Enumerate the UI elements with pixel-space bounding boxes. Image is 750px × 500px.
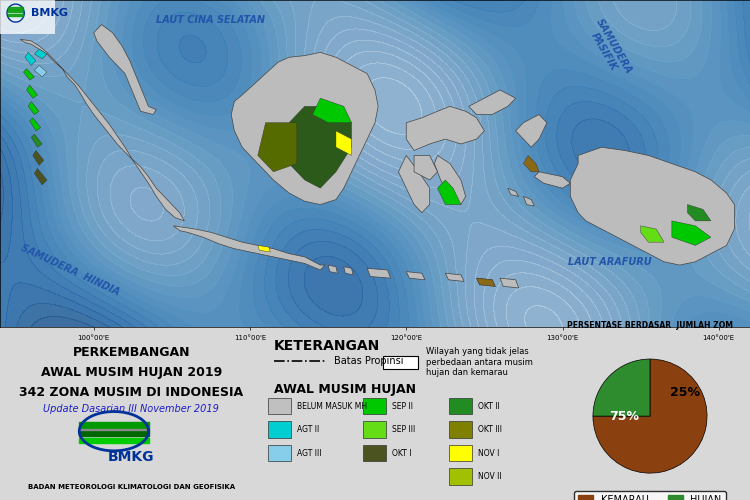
Polygon shape — [469, 90, 516, 114]
Polygon shape — [434, 156, 466, 204]
Text: NOV I: NOV I — [478, 448, 500, 458]
Text: OKT II: OKT II — [478, 402, 500, 410]
Polygon shape — [398, 156, 430, 212]
Title: PERSENTASE BERDASAR  JUMLAH ZOM: PERSENTASE BERDASAR JUMLAH ZOM — [567, 321, 733, 330]
Wedge shape — [593, 359, 707, 473]
Text: AGT II: AGT II — [297, 425, 320, 434]
Polygon shape — [23, 68, 34, 80]
Text: Wilayah yang tidak jelas
perbedaan antara musim
hujan dan kemarau: Wilayah yang tidak jelas perbedaan antar… — [426, 348, 533, 378]
Text: AWAL MUSIM HUJAN 2019: AWAL MUSIM HUJAN 2019 — [40, 366, 222, 378]
Polygon shape — [640, 226, 664, 242]
Text: LAUT ARAFURU: LAUT ARAFURU — [568, 257, 651, 267]
Polygon shape — [34, 66, 46, 77]
Legend: KEMARAU, HUJAN: KEMARAU, HUJAN — [574, 491, 725, 500]
Polygon shape — [672, 221, 711, 246]
Text: SAMUDERA
PASIFIK: SAMUDERA PASIFIK — [584, 17, 634, 82]
Polygon shape — [344, 266, 353, 275]
Polygon shape — [534, 172, 570, 188]
Text: OKT III: OKT III — [478, 425, 502, 434]
Polygon shape — [406, 272, 425, 280]
Text: 75%: 75% — [610, 410, 640, 422]
Polygon shape — [34, 49, 46, 59]
Polygon shape — [570, 148, 734, 265]
Text: AGT III: AGT III — [297, 448, 322, 458]
Text: SAMUDERA  HINDIA: SAMUDERA HINDIA — [20, 242, 122, 298]
Bar — [449, 421, 472, 438]
Polygon shape — [500, 278, 519, 288]
Bar — [383, 356, 418, 369]
Polygon shape — [289, 106, 352, 188]
Polygon shape — [34, 168, 46, 185]
Polygon shape — [476, 278, 495, 286]
Polygon shape — [28, 102, 39, 114]
Polygon shape — [33, 150, 44, 166]
Polygon shape — [688, 204, 711, 221]
Polygon shape — [406, 106, 484, 150]
Polygon shape — [524, 156, 539, 172]
FancyBboxPatch shape — [0, 0, 56, 34]
Polygon shape — [258, 246, 270, 252]
Polygon shape — [32, 134, 42, 147]
Wedge shape — [593, 359, 650, 416]
Polygon shape — [414, 156, 437, 180]
Polygon shape — [20, 40, 184, 221]
Text: BMKG: BMKG — [32, 8, 68, 18]
Text: 342 ZONA MUSIM DI INDONESIA: 342 ZONA MUSIM DI INDONESIA — [20, 386, 243, 399]
Text: PERKEMBANGAN: PERKEMBANGAN — [73, 346, 190, 358]
Bar — [363, 444, 386, 462]
Polygon shape — [30, 118, 40, 131]
Text: LAUT CINA SELATAN: LAUT CINA SELATAN — [157, 14, 266, 24]
Polygon shape — [437, 180, 461, 204]
Polygon shape — [476, 278, 495, 286]
Polygon shape — [336, 131, 352, 156]
Bar — [449, 468, 472, 485]
Polygon shape — [446, 273, 464, 281]
Polygon shape — [25, 52, 36, 66]
Text: BELUM MASUK MH: BELUM MASUK MH — [297, 402, 368, 410]
Polygon shape — [328, 265, 338, 273]
Bar — [449, 444, 472, 462]
Bar — [268, 421, 291, 438]
Polygon shape — [258, 122, 297, 172]
Text: Update Dasarian III November 2019: Update Dasarian III November 2019 — [44, 404, 219, 414]
Polygon shape — [368, 268, 391, 278]
Text: OKT I: OKT I — [392, 448, 411, 458]
Text: 25%: 25% — [670, 386, 700, 399]
Text: SEP II: SEP II — [392, 402, 412, 410]
Polygon shape — [516, 114, 547, 148]
Text: KETERANGAN: KETERANGAN — [274, 339, 380, 353]
Bar — [268, 398, 291, 414]
Text: NOV II: NOV II — [478, 472, 502, 481]
Polygon shape — [313, 98, 352, 122]
Text: BMKG: BMKG — [108, 450, 154, 464]
Text: AWAL MUSIM HUJAN: AWAL MUSIM HUJAN — [274, 382, 416, 396]
Text: BADAN METEOROLOGI KLIMATOLOGI DAN GEOFISIKA: BADAN METEOROLOGI KLIMATOLOGI DAN GEOFIS… — [28, 484, 235, 490]
Bar — [363, 398, 386, 414]
Bar — [363, 421, 386, 438]
Text: SEP III: SEP III — [392, 425, 416, 434]
Polygon shape — [26, 85, 38, 98]
Polygon shape — [231, 52, 378, 204]
Polygon shape — [524, 196, 534, 206]
Polygon shape — [508, 188, 519, 196]
Polygon shape — [94, 24, 156, 114]
Bar — [268, 444, 291, 462]
Bar — [449, 398, 472, 414]
Polygon shape — [173, 226, 325, 270]
Text: Batas Propinsi: Batas Propinsi — [334, 356, 404, 366]
